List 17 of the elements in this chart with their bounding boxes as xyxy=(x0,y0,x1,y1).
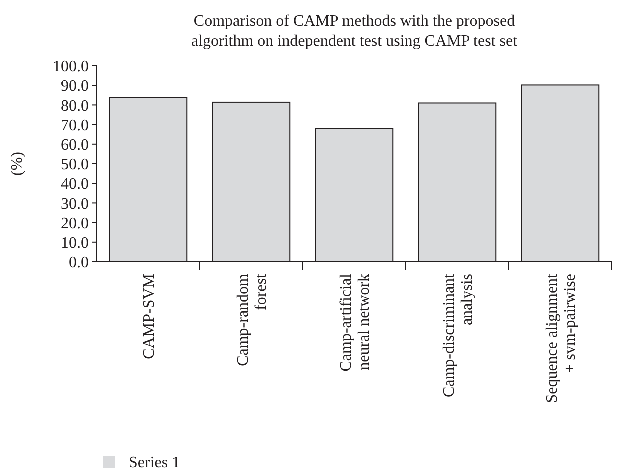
x-tick-label: Camp-random forest xyxy=(235,273,270,366)
y-tick-label: 30.0 xyxy=(61,196,89,213)
y-tick-label: 60.0 xyxy=(61,137,89,154)
y-tick-label: 10.0 xyxy=(61,235,89,252)
x-tick-label: Camp-discriminant analysis xyxy=(441,273,476,398)
y-tick-label: 50.0 xyxy=(61,156,89,174)
y-axis-title: (%) xyxy=(9,152,26,176)
y-tick-label: 20.0 xyxy=(61,215,89,232)
y-tick-label: 80.0 xyxy=(61,98,89,115)
chart-title: Comparison of CAMP methods with the proposed algorithm on independent test using CAMP test set xyxy=(191,13,518,50)
text: Series 1 xyxy=(129,454,180,472)
y-tick-label: 0.0 xyxy=(69,254,89,272)
y-tick-label: 100.0 xyxy=(53,58,89,76)
y-tick-label: 90.0 xyxy=(61,78,89,96)
y-tick-label: 40.0 xyxy=(61,176,89,194)
y-tick-label: 70.0 xyxy=(61,117,89,134)
x-tick-label: CAMP-SVM xyxy=(141,274,158,360)
